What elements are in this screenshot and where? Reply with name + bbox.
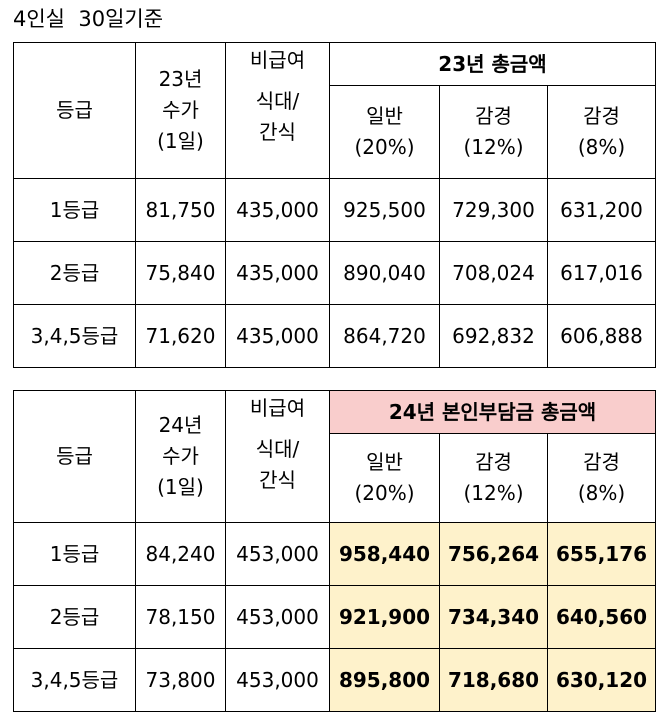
general-cell: 958,440 <box>329 522 440 586</box>
noncovered-cell: 453,000 <box>225 648 330 712</box>
grade-header: 등급 <box>13 42 136 179</box>
rate-header: 24년 수가 (1일) <box>135 390 226 523</box>
reduced-8-cell: 631,200 <box>547 178 656 242</box>
grade-cell: 1등급 <box>13 522 136 586</box>
reduced-8-cell: 606,888 <box>547 304 656 368</box>
noncovered-cell: 453,000 <box>225 585 330 649</box>
subheader-reduced-8: 감경 (8%) <box>547 85 656 179</box>
reduced-12-cell: 756,264 <box>439 522 548 586</box>
group-header-2023: 23년 총금액 <box>329 42 656 86</box>
subheader-reduced-12: 감경 (12%) <box>439 85 548 179</box>
rate-cell: 81,750 <box>135 178 226 242</box>
general-cell: 890,040 <box>329 241 440 305</box>
reduced-12-cell: 708,024 <box>439 241 548 305</box>
grade-header: 등급 <box>13 390 136 523</box>
noncovered-header: 비급여 식대/ 간식 <box>225 390 330 523</box>
page-caption: 4인실 30일기준 <box>13 7 164 31</box>
general-cell: 895,800 <box>329 648 440 712</box>
general-cell: 921,900 <box>329 585 440 649</box>
rate-cell: 78,150 <box>135 585 226 649</box>
reduced-12-cell: 692,832 <box>439 304 548 368</box>
table-row: 3,4,5등급 73,800 453,000 895,800 718,680 6… <box>13 648 656 712</box>
reduced-12-cell: 734,340 <box>439 585 548 649</box>
table-row: 3,4,5등급 71,620 435,000 864,720 692,832 6… <box>13 304 656 368</box>
rate-cell: 84,240 <box>135 522 226 586</box>
table-row: 2등급 78,150 453,000 921,900 734,340 640,5… <box>13 585 656 649</box>
subheader-general: 일반 (20%) <box>329 433 440 523</box>
reduced-12-cell: 729,300 <box>439 178 548 242</box>
rate-cell: 71,620 <box>135 304 226 368</box>
subheader-general: 일반 (20%) <box>329 85 440 179</box>
rate-header: 23년 수가 (1일) <box>135 42 226 179</box>
table-2023: 등급 23년 수가 (1일) 비급여 식대/ 간식 23년 총금액 일반 (20%… <box>13 42 656 368</box>
reduced-8-cell: 655,176 <box>547 522 656 586</box>
noncovered-header: 비급여 식대/ 간식 <box>225 42 330 179</box>
subheader-reduced-12: 감경 (12%) <box>439 433 548 523</box>
header-row: 등급 24년 수가 (1일) 비급여 식대/ 간식 24년 본인부담금 총금액 <box>13 390 656 523</box>
table-row: 2등급 75,840 435,000 890,040 708,024 617,0… <box>13 241 656 305</box>
header-row: 등급 23년 수가 (1일) 비급여 식대/ 간식 23년 총금액 <box>13 42 656 179</box>
table-2024: 등급 24년 수가 (1일) 비급여 식대/ 간식 24년 본인부담금 총금액 … <box>13 390 656 712</box>
rate-cell: 73,800 <box>135 648 226 712</box>
reduced-8-cell: 640,560 <box>547 585 656 649</box>
noncovered-cell: 435,000 <box>225 304 330 368</box>
rate-cell: 75,840 <box>135 241 226 305</box>
noncovered-cell: 453,000 <box>225 522 330 586</box>
table-row: 1등급 81,750 435,000 925,500 729,300 631,2… <box>13 178 656 242</box>
table-row: 1등급 84,240 453,000 958,440 756,264 655,1… <box>13 522 656 586</box>
grade-cell: 2등급 <box>13 585 136 649</box>
general-cell: 864,720 <box>329 304 440 368</box>
general-cell: 925,500 <box>329 178 440 242</box>
reduced-8-cell: 617,016 <box>547 241 656 305</box>
reduced-8-cell: 630,120 <box>547 648 656 712</box>
reduced-12-cell: 718,680 <box>439 648 548 712</box>
noncovered-cell: 435,000 <box>225 241 330 305</box>
subheader-row: 일반 (20%) 감경 (12%) 감경 (8%) <box>14 433 656 523</box>
noncovered-cell: 435,000 <box>225 178 330 242</box>
group-header-2024: 24년 본인부담금 총금액 <box>329 390 656 434</box>
grade-cell: 2등급 <box>13 241 136 305</box>
subheader-reduced-8: 감경 (8%) <box>547 433 656 523</box>
grade-cell: 3,4,5등급 <box>13 648 136 712</box>
grade-cell: 3,4,5등급 <box>13 304 136 368</box>
grade-cell: 1등급 <box>13 178 136 242</box>
